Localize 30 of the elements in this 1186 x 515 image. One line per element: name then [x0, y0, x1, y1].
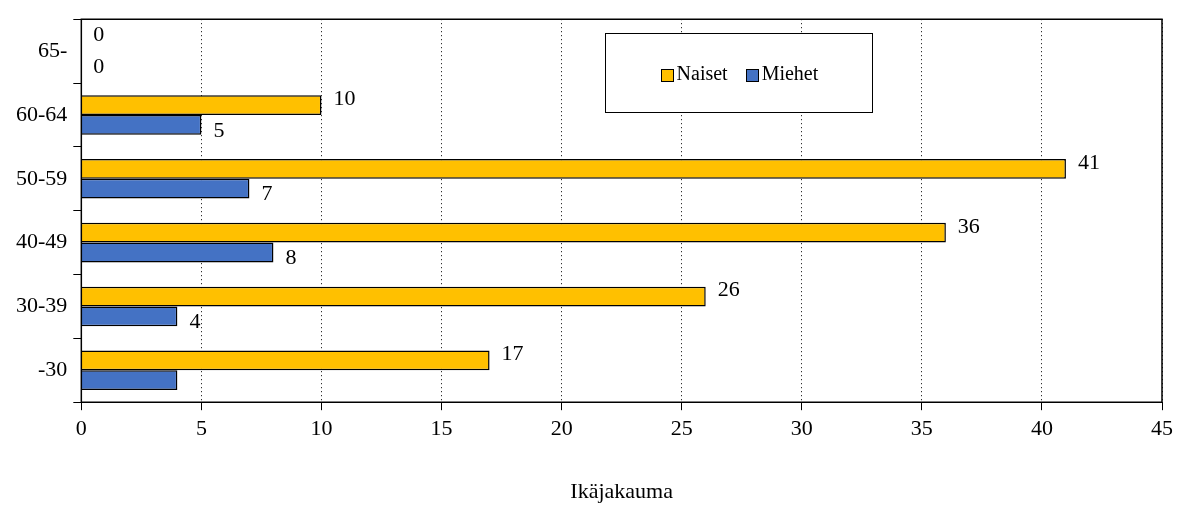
y-tick-label: 40-49: [16, 228, 68, 254]
y-tick-label: -30: [38, 356, 68, 382]
data-label: 41: [1077, 148, 1100, 174]
y-tick-label: 50-59: [16, 164, 68, 190]
x-tick-label: 30: [790, 415, 813, 441]
x-tick-label: 35: [910, 415, 933, 441]
x-tick-label: 25: [670, 415, 693, 441]
legend-label: Miehet: [760, 61, 819, 85]
x-axis-title: Ikäjakauma: [570, 477, 674, 503]
x-tick-label: 10: [310, 415, 333, 441]
data-label: 8: [285, 244, 297, 270]
data-label: 17: [501, 340, 524, 366]
x-tick-label: 0: [75, 415, 87, 441]
data-label: 26: [717, 276, 740, 302]
data-label: 36: [957, 212, 980, 238]
data-label: 10: [333, 84, 356, 110]
y-tick-label: 65-: [38, 36, 68, 62]
data-label: 5: [213, 116, 225, 142]
y-tick-label: 60-64: [16, 100, 68, 126]
y-tick-label: 30-39: [16, 292, 68, 318]
x-tick-label: 5: [195, 415, 207, 441]
x-tick-label: 20: [550, 415, 573, 441]
x-tick-label: 40: [1030, 415, 1053, 441]
legend-label: Naiset: [675, 61, 728, 85]
data-label: 0: [93, 52, 105, 78]
x-tick-label: 45: [1151, 415, 1173, 441]
data-label: 0: [93, 21, 105, 46]
data-label: 7: [261, 180, 273, 206]
data-label: 4: [189, 308, 201, 334]
x-tick-label: 15: [430, 415, 453, 441]
